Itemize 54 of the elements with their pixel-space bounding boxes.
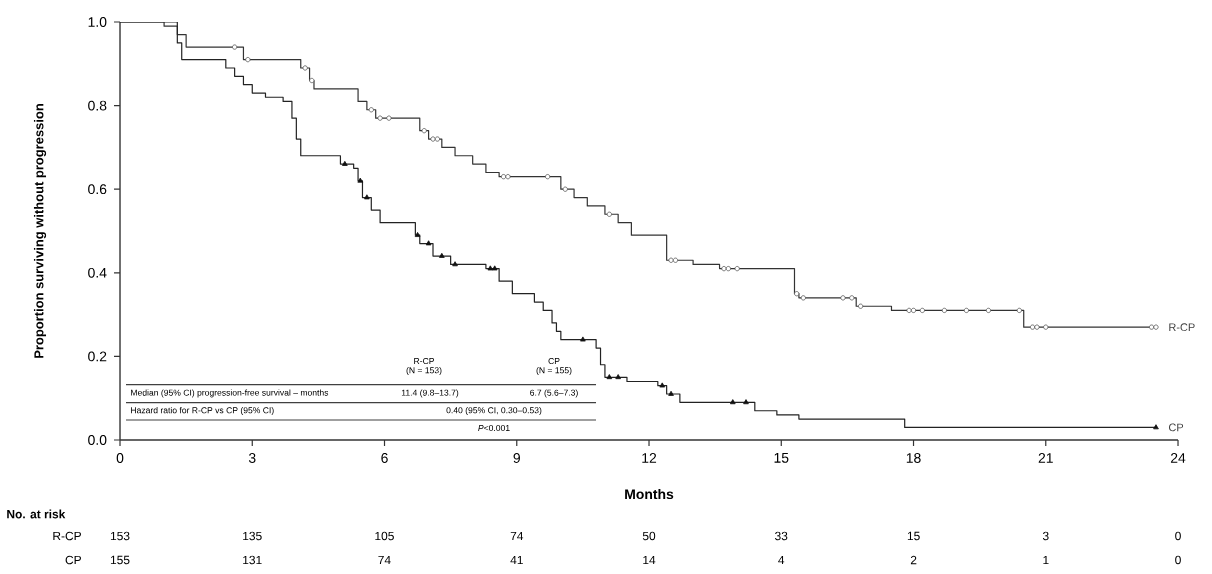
point — [840, 295, 846, 301]
point — [659, 382, 666, 388]
point — [734, 266, 740, 272]
point — [606, 374, 613, 380]
point — [941, 307, 947, 314]
point — [725, 266, 731, 272]
point — [425, 240, 432, 246]
point — [800, 295, 806, 301]
point — [342, 160, 348, 166]
point — [668, 390, 674, 396]
point — [1043, 324, 1049, 330]
point — [377, 115, 383, 121]
point — [505, 174, 511, 180]
point — [309, 77, 315, 84]
point — [487, 265, 494, 271]
point — [245, 57, 251, 63]
point — [858, 303, 864, 309]
point — [985, 307, 992, 314]
point — [430, 136, 436, 142]
point — [906, 307, 912, 314]
point — [1016, 307, 1022, 314]
point — [545, 174, 551, 180]
point — [615, 374, 621, 380]
point — [439, 252, 445, 258]
point — [606, 211, 612, 217]
point — [452, 261, 458, 267]
point — [386, 115, 392, 121]
point — [500, 174, 507, 180]
point — [434, 136, 440, 142]
point — [562, 186, 568, 192]
point — [368, 107, 374, 113]
point — [357, 177, 364, 183]
point — [721, 266, 727, 272]
point — [668, 257, 674, 263]
point — [1153, 424, 1159, 430]
point — [743, 399, 749, 405]
point — [302, 65, 308, 71]
point — [729, 399, 736, 405]
point — [1029, 324, 1036, 330]
point — [491, 265, 498, 271]
point — [794, 291, 800, 297]
point — [672, 257, 679, 263]
point — [364, 194, 370, 200]
point — [232, 44, 238, 50]
point — [580, 336, 586, 342]
point — [1148, 324, 1155, 330]
point — [919, 307, 925, 314]
point — [849, 295, 855, 301]
point — [414, 231, 421, 237]
point — [1153, 324, 1159, 330]
point — [963, 307, 970, 314]
point — [1034, 324, 1040, 330]
point — [421, 128, 427, 134]
point — [910, 307, 917, 314]
